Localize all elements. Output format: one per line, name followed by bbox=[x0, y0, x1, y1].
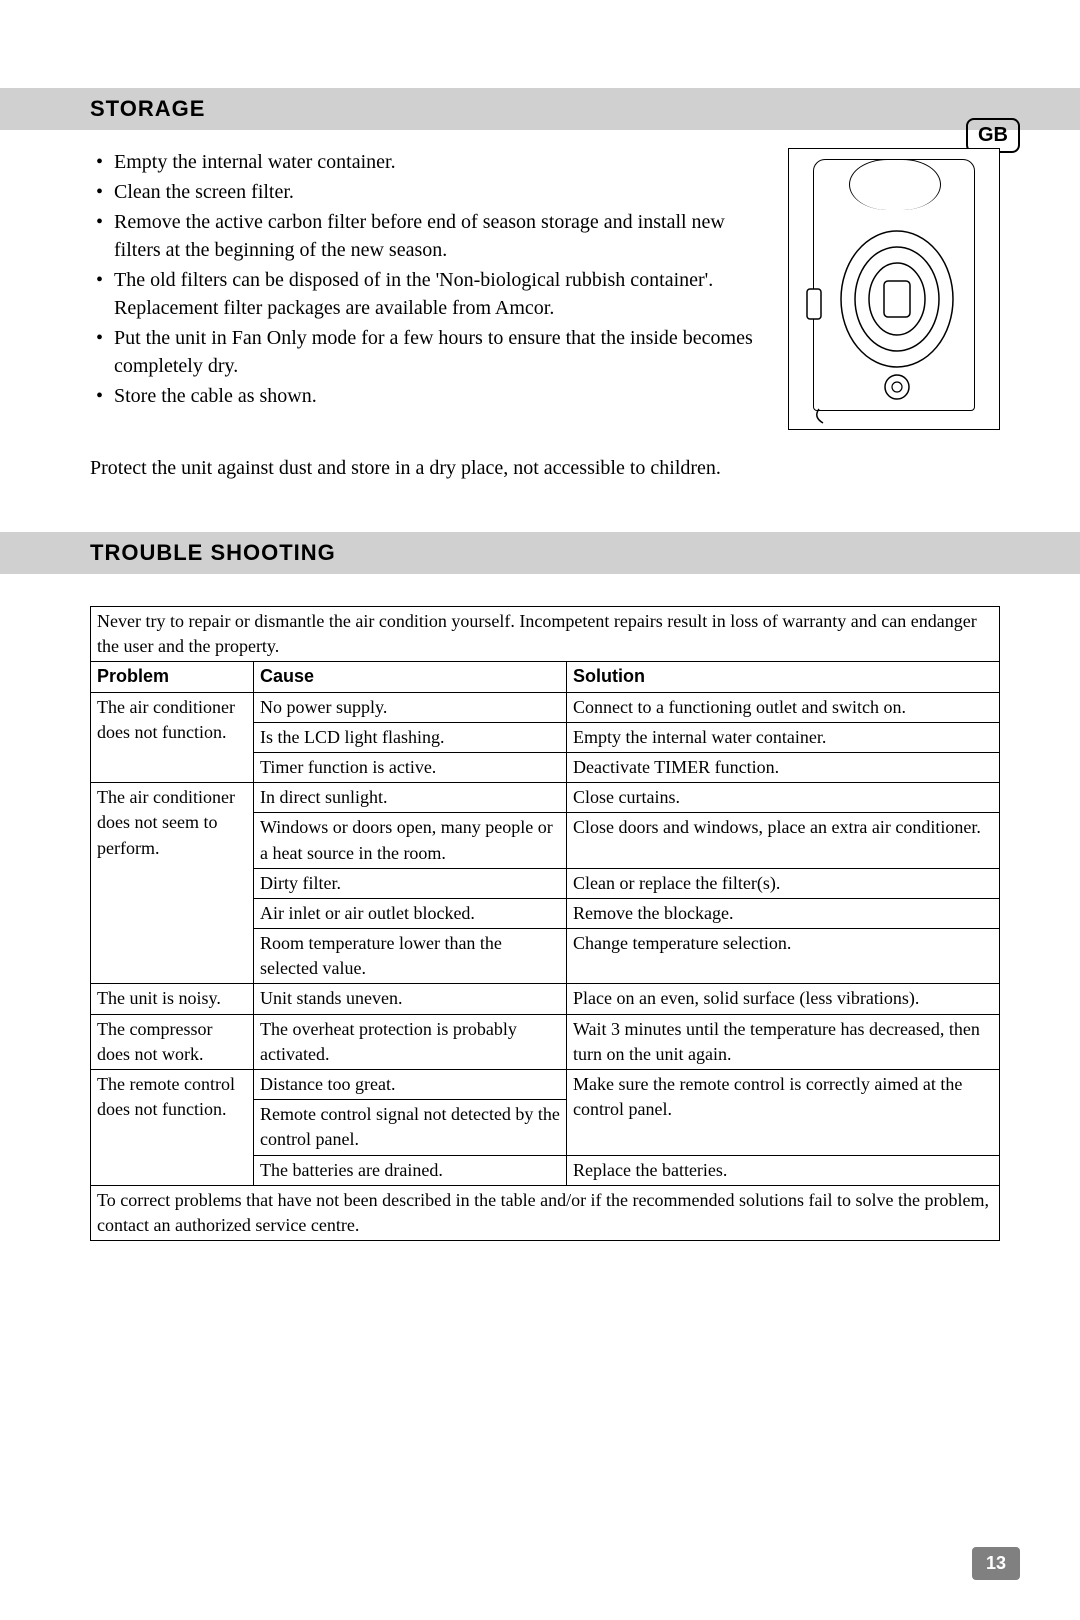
storage-bullet: Empty the internal water container. bbox=[90, 148, 768, 176]
cause-cell: The overheat protection is probably acti… bbox=[254, 1014, 567, 1069]
storage-bullet: Put the unit in Fan Only mode for a few … bbox=[90, 324, 768, 380]
solution-cell: Make sure the remote control is correctl… bbox=[567, 1070, 1000, 1156]
cause-cell: Timer function is active. bbox=[254, 752, 567, 782]
solution-cell: Change temperature selection. bbox=[567, 929, 1000, 984]
cause-cell: In direct sunlight. bbox=[254, 783, 567, 813]
problem-cell: The air conditioner does not seem to per… bbox=[91, 783, 254, 984]
solution-cell: Remove the blockage. bbox=[567, 898, 1000, 928]
cause-cell: No power supply. bbox=[254, 692, 567, 722]
table-header: Cause bbox=[254, 662, 567, 692]
storage-heading: STORAGE bbox=[0, 88, 1080, 130]
storage-bullet: Store the cable as shown. bbox=[90, 382, 768, 410]
cable-coil-icon bbox=[789, 149, 999, 429]
table-header: Problem bbox=[91, 662, 254, 692]
storage-bullet: Remove the active carbon filter before e… bbox=[90, 208, 768, 264]
storage-bullet: Clean the screen filter. bbox=[90, 178, 768, 206]
problem-cell: The unit is noisy. bbox=[91, 984, 254, 1014]
solution-cell: Deactivate TIMER function. bbox=[567, 752, 1000, 782]
problem-cell: The compressor does not work. bbox=[91, 1014, 254, 1069]
cause-cell: Air inlet or air outlet blocked. bbox=[254, 898, 567, 928]
page-number: 13 bbox=[972, 1547, 1020, 1580]
cause-cell: Is the LCD light flashing. bbox=[254, 722, 567, 752]
cause-cell: The batteries are drained. bbox=[254, 1155, 567, 1185]
solution-cell: Close curtains. bbox=[567, 783, 1000, 813]
storage-bullet-list: Empty the internal water container.Clean… bbox=[90, 148, 768, 412]
trouble-warning: Never try to repair or dismantle the air… bbox=[91, 607, 1000, 662]
solution-cell: Wait 3 minutes until the temperature has… bbox=[567, 1014, 1000, 1069]
solution-cell: Connect to a functioning outlet and swit… bbox=[567, 692, 1000, 722]
storage-protect-text: Protect the unit against dust and store … bbox=[90, 454, 1000, 482]
solution-cell: Place on an even, solid surface (less vi… bbox=[567, 984, 1000, 1014]
cause-cell: Unit stands uneven. bbox=[254, 984, 567, 1014]
cause-cell: Windows or doors open, many people or a … bbox=[254, 813, 567, 868]
storage-bullet: The old filters can be disposed of in th… bbox=[90, 266, 768, 322]
storage-content: Empty the internal water container.Clean… bbox=[0, 130, 1080, 482]
solution-cell: Close doors and windows, place an extra … bbox=[567, 813, 1000, 868]
trouble-table: Never try to repair or dismantle the air… bbox=[90, 606, 1000, 1241]
cause-cell: Distance too great. bbox=[254, 1070, 567, 1100]
trouble-heading: TROUBLE SHOOTING bbox=[0, 532, 1080, 574]
problem-cell: The air conditioner does not function. bbox=[91, 692, 254, 783]
table-header: Solution bbox=[567, 662, 1000, 692]
storage-illustration bbox=[788, 148, 1000, 430]
trouble-footer: To correct problems that have not been d… bbox=[91, 1185, 1000, 1240]
solution-cell: Empty the internal water container. bbox=[567, 722, 1000, 752]
cause-cell: Room temperature lower than the selected… bbox=[254, 929, 567, 984]
problem-cell: The remote control does not function. bbox=[91, 1070, 254, 1186]
cause-cell: Dirty filter. bbox=[254, 868, 567, 898]
cause-cell: Remote control signal not detected by th… bbox=[254, 1100, 567, 1155]
solution-cell: Replace the batteries. bbox=[567, 1155, 1000, 1185]
solution-cell: Clean or replace the filter(s). bbox=[567, 868, 1000, 898]
trouble-content: Never try to repair or dismantle the air… bbox=[0, 574, 1080, 1241]
